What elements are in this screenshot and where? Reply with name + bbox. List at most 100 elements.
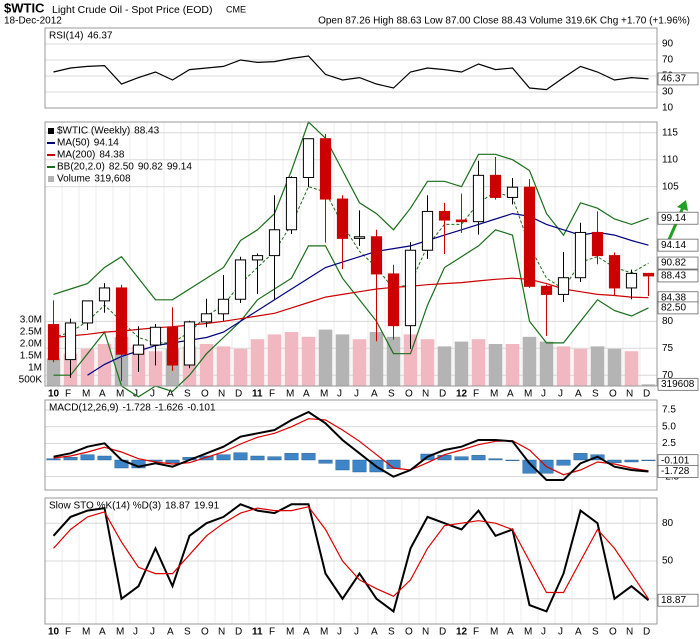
candle-body <box>200 313 213 323</box>
candle-body <box>421 210 434 251</box>
value-tag: 90.82 <box>661 258 686 269</box>
value-tag-box <box>657 269 699 283</box>
y-tick-label: 110 <box>662 154 678 165</box>
candle-body <box>234 259 247 300</box>
x-tick-label: N <box>422 389 429 400</box>
candle-body <box>319 138 332 200</box>
candle-body <box>625 272 638 289</box>
candle-body <box>438 210 451 221</box>
x-tick-label: 11 <box>252 627 263 638</box>
quote: Open 87.26 High 88.63 Low 87.00 Close 88… <box>318 16 690 27</box>
series-line <box>53 55 649 91</box>
legend-value: 19.91 <box>194 501 219 512</box>
volume-bar <box>403 334 418 386</box>
histogram-bar <box>250 455 265 461</box>
value-tag: 99.14 <box>661 213 686 224</box>
candle-body <box>166 326 179 366</box>
histogram-bar <box>573 453 588 461</box>
x-tick-label: D <box>235 627 242 638</box>
volume-tick-label: 1M <box>28 363 42 374</box>
x-tick-label: O <box>609 389 617 400</box>
volume-tick-label: 2.0M <box>20 339 42 350</box>
x-tick-label: J <box>558 389 563 400</box>
candle-body <box>404 249 417 327</box>
candle-body <box>302 138 315 178</box>
volume-bar <box>471 339 486 386</box>
x-tick-label: 12 <box>456 627 468 638</box>
legend-value: -1.728 <box>122 403 151 414</box>
symbol: $WTIC <box>4 0 45 15</box>
legend-swatch <box>48 128 54 134</box>
legend-value: 18.87 <box>165 501 190 512</box>
value-tag: 84.38 <box>661 292 686 303</box>
y-tick-label: 80 <box>662 316 674 327</box>
x-tick-label: D <box>643 389 650 400</box>
histogram-bar <box>267 456 282 461</box>
x-tick-label: A <box>303 389 310 400</box>
candle-body <box>574 231 587 279</box>
histogram-bar <box>386 459 401 469</box>
volume-bar <box>522 336 537 386</box>
value-tag-box <box>657 72 699 86</box>
histogram-bar <box>80 454 95 461</box>
volume-bar <box>573 348 588 386</box>
date: 18-Dec-2012 <box>4 16 62 27</box>
x-tick-label: J <box>354 389 359 400</box>
x-tick-label: M <box>286 389 294 400</box>
x-tick-label: N <box>626 389 633 400</box>
legend-label: MA(50) <box>57 138 90 149</box>
candle-body <box>523 186 536 287</box>
volume-bar <box>267 334 282 386</box>
volume-tick-label: 1.5M <box>20 351 42 362</box>
candle-body <box>540 285 553 295</box>
bollinger-upper <box>53 120 649 301</box>
value-tag-box <box>657 465 699 478</box>
x-tick-label: J <box>541 627 546 638</box>
instrument-name: Light Crude Oil - Spot Price (EOD) <box>52 4 212 16</box>
legend-value: 94.14 <box>94 138 119 149</box>
x-tick-label: N <box>218 389 225 400</box>
volume-tick-label: 500K <box>19 375 43 386</box>
panel-frame <box>44 399 658 491</box>
x-tick-label: M <box>82 627 90 638</box>
candle-body <box>81 300 94 324</box>
annotation-arrowhead <box>677 200 688 211</box>
y-tick-label: 30 <box>662 87 674 98</box>
candle-body <box>455 219 468 223</box>
x-tick-label: M <box>524 627 532 638</box>
x-tick-label: J <box>133 389 138 400</box>
value-tag: -1.728 <box>661 466 690 477</box>
x-tick-label: M <box>490 627 498 638</box>
x-tick-label: M <box>116 389 124 400</box>
volume-bar <box>199 344 214 386</box>
x-tick-label: D <box>643 627 650 638</box>
candle-body <box>98 287 111 302</box>
histogram-bar <box>216 454 231 461</box>
histogram-bar <box>352 459 367 473</box>
value-tag-box <box>657 256 699 270</box>
x-tick-label: M <box>286 627 294 638</box>
candle-body <box>64 322 77 361</box>
y-tick-label: 115 <box>662 127 678 138</box>
x-tick-label: A <box>167 627 174 638</box>
legend-value: -1.626 <box>155 403 184 414</box>
legend-label: Volume <box>57 174 91 185</box>
x-tick-label: S <box>388 627 395 638</box>
candle-body <box>489 174 502 198</box>
candle-body <box>251 255 264 261</box>
candle-body <box>183 321 196 366</box>
volume-bar <box>454 341 469 386</box>
candle-body <box>472 174 485 223</box>
y-tick-label: 10 <box>662 103 674 114</box>
histogram-bar <box>284 453 299 461</box>
volume-tick-label: 2.5M <box>20 327 42 338</box>
x-tick-label: M <box>524 389 532 400</box>
x-tick-label: F <box>473 627 479 638</box>
volume-bar <box>488 344 503 386</box>
legend-value: 319,608 <box>94 174 131 185</box>
histogram-bar <box>488 458 503 461</box>
x-tick-label: S <box>184 389 191 400</box>
volume-bar <box>318 329 333 386</box>
